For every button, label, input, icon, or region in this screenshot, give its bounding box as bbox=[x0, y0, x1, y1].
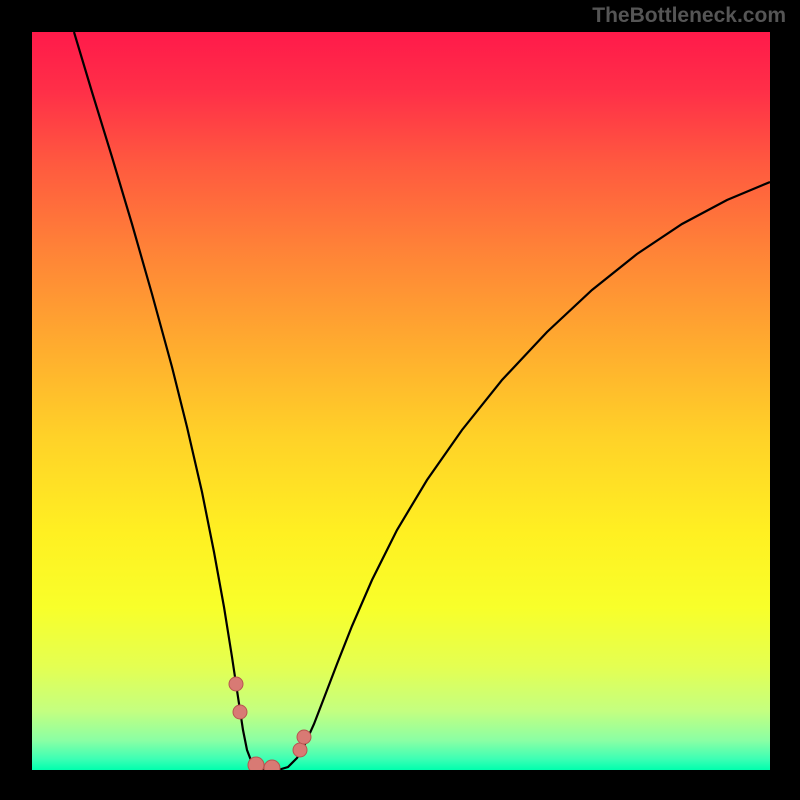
plot-area bbox=[32, 32, 770, 770]
watermark-text: TheBottleneck.com bbox=[592, 4, 786, 28]
gradient-background bbox=[32, 32, 770, 770]
chart-container: TheBottleneck.com bbox=[0, 0, 800, 800]
data-marker bbox=[229, 677, 243, 691]
data-marker bbox=[233, 705, 247, 719]
data-marker bbox=[297, 730, 311, 744]
data-marker bbox=[293, 743, 307, 757]
chart-svg bbox=[32, 32, 770, 770]
data-marker bbox=[248, 757, 264, 770]
